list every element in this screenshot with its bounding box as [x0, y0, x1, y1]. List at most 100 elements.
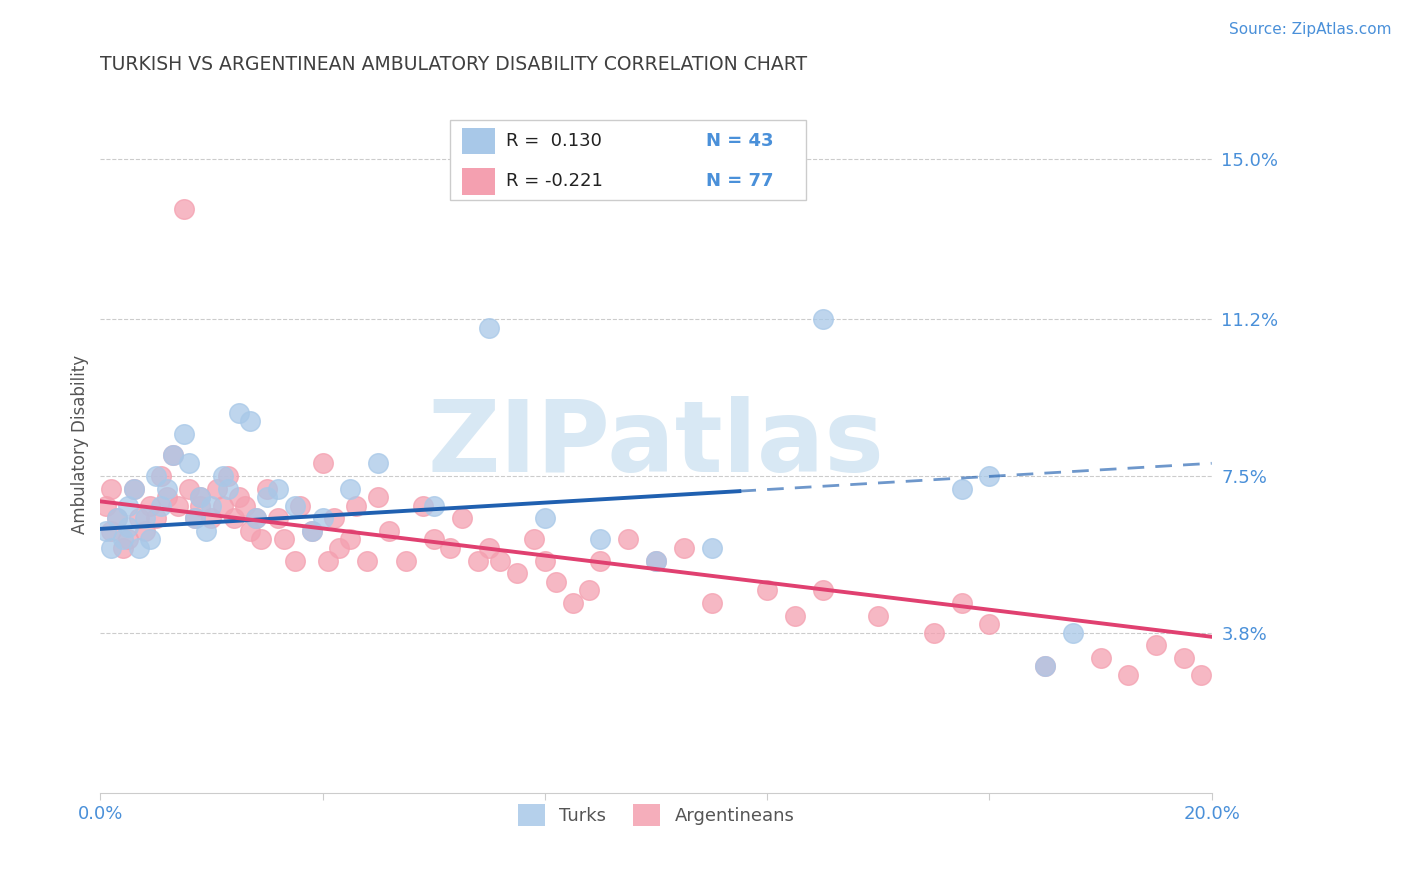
Point — [184, 511, 207, 525]
Point — [122, 482, 145, 496]
Point — [184, 511, 207, 525]
Point — [439, 541, 461, 555]
Point — [162, 448, 184, 462]
Point — [489, 553, 512, 567]
Point — [950, 482, 973, 496]
Point — [322, 511, 344, 525]
Point — [156, 482, 179, 496]
Point — [301, 524, 323, 538]
Point — [145, 469, 167, 483]
Point — [339, 533, 361, 547]
Text: R =  0.130: R = 0.130 — [506, 131, 602, 150]
Point — [105, 511, 128, 525]
Point — [700, 596, 723, 610]
Text: Source: ZipAtlas.com: Source: ZipAtlas.com — [1229, 22, 1392, 37]
Point — [316, 553, 339, 567]
Point — [267, 511, 290, 525]
Point — [205, 482, 228, 496]
Point — [523, 533, 546, 547]
Point — [578, 583, 600, 598]
Point — [100, 482, 122, 496]
Point — [700, 541, 723, 555]
Point — [478, 541, 501, 555]
Point — [1033, 659, 1056, 673]
Point — [979, 469, 1001, 483]
Point — [1118, 668, 1140, 682]
Point — [506, 566, 529, 581]
Point — [256, 490, 278, 504]
Point — [139, 499, 162, 513]
Point — [645, 553, 668, 567]
Point — [811, 583, 834, 598]
Point — [239, 414, 262, 428]
Point — [200, 511, 222, 525]
Point — [534, 511, 557, 525]
Point — [233, 499, 256, 513]
Point — [284, 553, 307, 567]
Point — [239, 524, 262, 538]
Legend: Turks, Argentineans: Turks, Argentineans — [510, 797, 801, 833]
Point — [145, 511, 167, 525]
Point — [356, 553, 378, 567]
Point — [422, 499, 444, 513]
Point — [273, 533, 295, 547]
Text: ZIPatlas: ZIPatlas — [427, 396, 884, 492]
Point — [478, 321, 501, 335]
Point — [194, 524, 217, 538]
Point — [284, 499, 307, 513]
Point — [117, 499, 139, 513]
Point — [328, 541, 350, 555]
Point — [1062, 625, 1084, 640]
Point — [156, 490, 179, 504]
Point — [111, 533, 134, 547]
Point — [344, 499, 367, 513]
Point — [645, 553, 668, 567]
Point — [367, 456, 389, 470]
Point — [311, 511, 333, 525]
FancyBboxPatch shape — [450, 120, 806, 200]
Point — [139, 533, 162, 547]
Point — [1090, 651, 1112, 665]
Point — [1033, 659, 1056, 673]
Point — [617, 533, 640, 547]
Point — [1144, 638, 1167, 652]
Point — [162, 448, 184, 462]
Point — [672, 541, 695, 555]
Point — [290, 499, 312, 513]
Point — [122, 482, 145, 496]
Point — [100, 541, 122, 555]
Point — [228, 490, 250, 504]
Point — [167, 499, 190, 513]
Point — [1189, 668, 1212, 682]
Point — [339, 482, 361, 496]
Point — [94, 499, 117, 513]
Point — [211, 499, 233, 513]
Point — [783, 608, 806, 623]
Point — [868, 608, 890, 623]
Point — [811, 312, 834, 326]
Point — [561, 596, 583, 610]
Point — [222, 511, 245, 525]
Point — [311, 456, 333, 470]
Point — [128, 511, 150, 525]
Point — [589, 533, 612, 547]
Point — [756, 583, 779, 598]
Text: N = 43: N = 43 — [706, 131, 773, 150]
Point — [179, 456, 201, 470]
Point — [94, 524, 117, 538]
Point — [173, 202, 195, 217]
Point — [245, 511, 267, 525]
Point — [412, 499, 434, 513]
Point — [134, 511, 156, 525]
Point — [211, 469, 233, 483]
Point — [179, 482, 201, 496]
Point — [922, 625, 945, 640]
Point — [378, 524, 401, 538]
Point — [228, 405, 250, 419]
Point — [250, 533, 273, 547]
Point — [190, 499, 212, 513]
Point — [117, 533, 139, 547]
Point — [301, 524, 323, 538]
Point — [111, 541, 134, 555]
Point — [256, 482, 278, 496]
